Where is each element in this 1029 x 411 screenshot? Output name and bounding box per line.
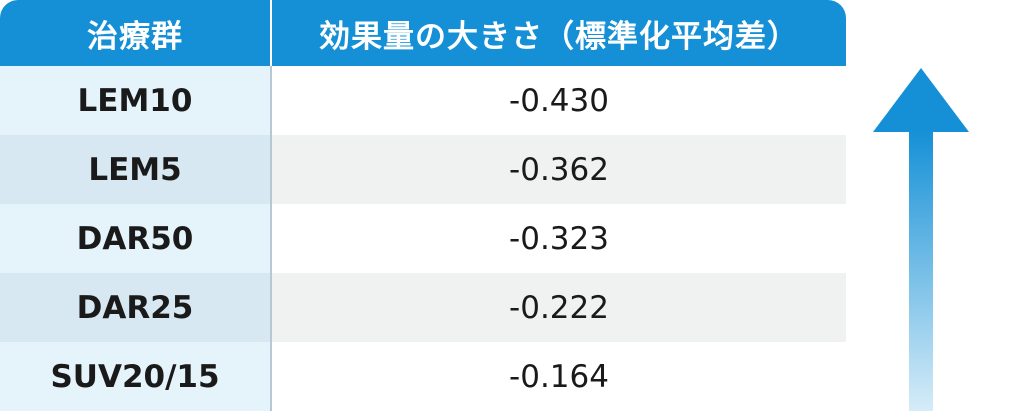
effect-size-cell: -0.430 <box>272 66 846 135</box>
effect-size-cell: -0.222 <box>272 273 846 342</box>
header-treatment-group: 治療群 <box>0 0 272 66</box>
table-row: LEM10 -0.430 <box>0 66 846 135</box>
table-row: SUV20/15 -0.164 <box>0 342 846 411</box>
treatment-group-cell: DAR50 <box>0 204 272 273</box>
treatment-group-cell: DAR25 <box>0 273 272 342</box>
effect-size-cell: -0.323 <box>272 204 846 273</box>
up-arrow-icon <box>873 68 969 411</box>
header-effect-size: 効果量の大きさ（標準化平均差） <box>319 18 799 55</box>
effect-size-cell: -0.164 <box>272 342 846 411</box>
table-header: 治療群 効果量の大きさ（標準化平均差） <box>0 0 846 66</box>
table-row: DAR50 -0.323 <box>0 204 846 273</box>
treatment-group-cell: LEM10 <box>0 66 272 135</box>
table-row: LEM5 -0.362 <box>0 135 846 204</box>
treatment-group-cell: LEM5 <box>0 135 272 204</box>
treatment-group-cell: SUV20/15 <box>0 342 272 411</box>
effect-size-cell: -0.362 <box>272 135 846 204</box>
effect-size-table: 治療群 効果量の大きさ（標準化平均差） LEM10 -0.430 LEM5 -0… <box>0 0 846 411</box>
arrow-head <box>873 68 969 132</box>
arrow-shaft <box>909 130 933 411</box>
table-row: DAR25 -0.222 <box>0 273 846 342</box>
